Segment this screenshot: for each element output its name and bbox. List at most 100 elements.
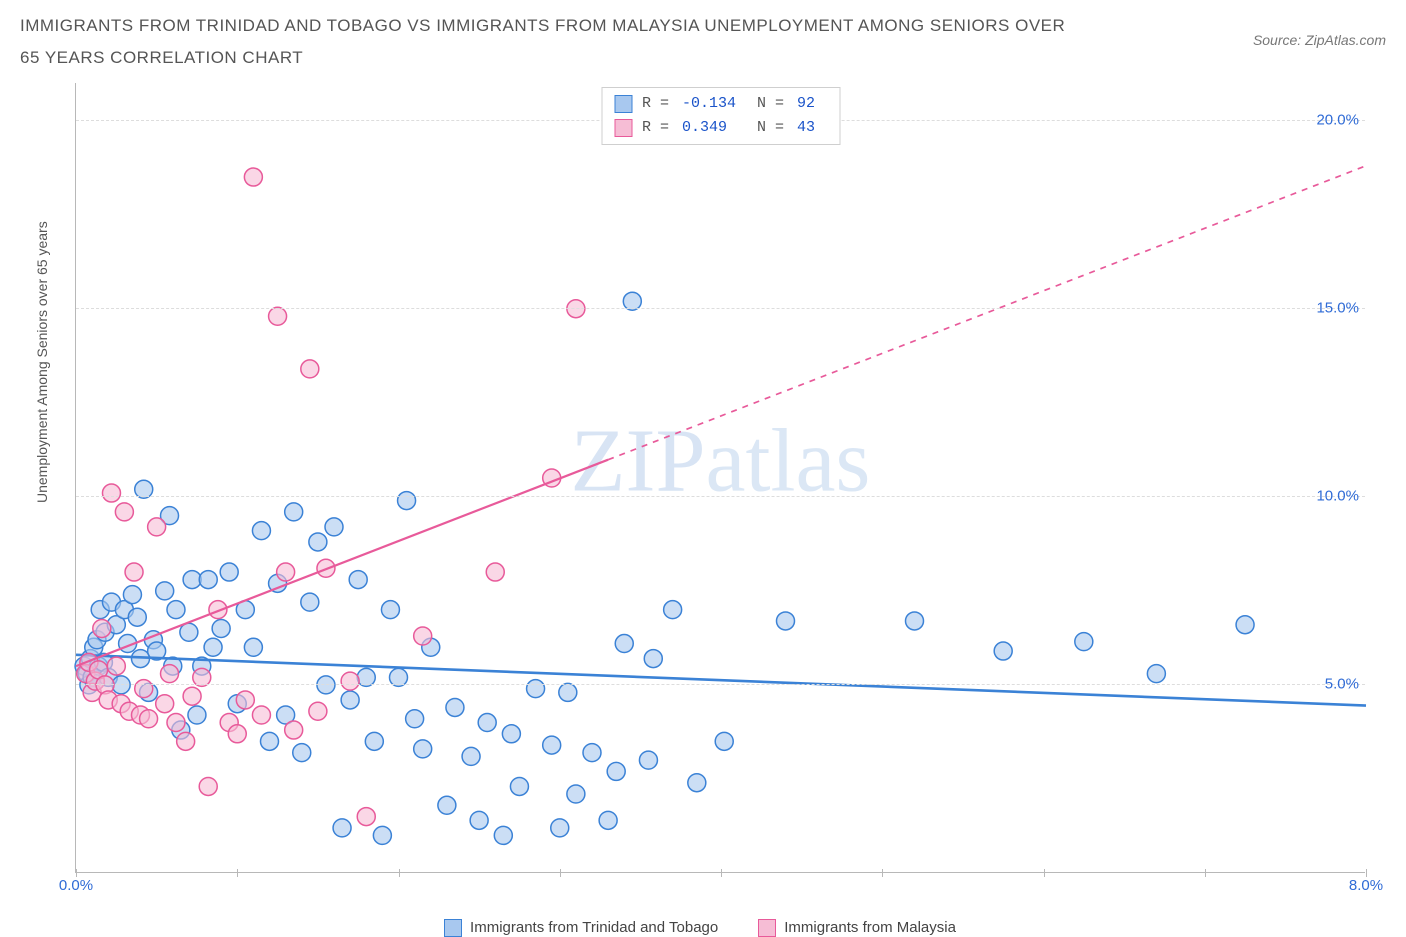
scatter-point xyxy=(325,517,343,535)
scatter-point xyxy=(994,642,1012,660)
scatter-point xyxy=(135,480,153,498)
scatter-point xyxy=(559,683,577,701)
y-axis-label: Unemployment Among Seniors over 65 years xyxy=(34,221,50,503)
chart-svg-layer xyxy=(76,83,1365,872)
source-name: ZipAtlas.com xyxy=(1305,32,1386,48)
n-value: 43 xyxy=(797,119,827,136)
n-label: N = xyxy=(757,95,787,112)
x-tick-mark xyxy=(237,869,238,877)
r-label: R = xyxy=(642,95,672,112)
x-tick-label: 0.0% xyxy=(59,877,93,894)
scatter-point xyxy=(107,657,125,675)
trend-line xyxy=(76,654,1366,705)
scatter-point xyxy=(470,811,488,829)
correlation-legend-row: R = 0.349 N = 43 xyxy=(614,116,827,140)
x-tick-mark xyxy=(721,869,722,877)
legend-label: Immigrants from Malaysia xyxy=(784,919,956,936)
x-tick-mark xyxy=(560,869,561,877)
scatter-point xyxy=(644,649,662,667)
scatter-point xyxy=(199,777,217,795)
scatter-point xyxy=(639,751,657,769)
correlation-legend: R = -0.134 N = 92 R = 0.349 N = 43 xyxy=(601,87,840,145)
scatter-point xyxy=(123,585,141,603)
n-value: 92 xyxy=(797,95,827,112)
scatter-point xyxy=(212,619,230,637)
scatter-point xyxy=(301,593,319,611)
scatter-point xyxy=(381,600,399,618)
scatter-point xyxy=(193,668,211,686)
scatter-point xyxy=(494,826,512,844)
y-tick-label: 20.0% xyxy=(1316,112,1359,129)
scatter-point xyxy=(373,826,391,844)
series-legend-item: Immigrants from Trinidad and Tobago xyxy=(444,919,718,937)
scatter-point xyxy=(398,491,416,509)
r-value: 0.349 xyxy=(682,119,747,136)
y-tick-label: 10.0% xyxy=(1316,488,1359,505)
series-legend-item: Immigrants from Malaysia xyxy=(758,919,956,937)
scatter-point xyxy=(293,743,311,761)
scatter-point xyxy=(183,570,201,588)
scatter-point xyxy=(390,668,408,686)
scatter-point xyxy=(228,724,246,742)
scatter-point xyxy=(1236,615,1254,633)
scatter-point xyxy=(269,307,287,325)
x-tick-label: 8.0% xyxy=(1349,877,1383,894)
scatter-point xyxy=(527,679,545,697)
grid-line xyxy=(76,496,1365,497)
scatter-point xyxy=(177,732,195,750)
chart-title: IMMIGRANTS FROM TRINIDAD AND TOBAGO VS I… xyxy=(20,10,1070,75)
scatter-point xyxy=(543,736,561,754)
legend-swatch xyxy=(614,95,632,113)
scatter-point xyxy=(715,732,733,750)
scatter-point xyxy=(462,747,480,765)
scatter-point xyxy=(599,811,617,829)
x-tick-mark xyxy=(882,869,883,877)
scatter-point xyxy=(261,732,279,750)
scatter-point xyxy=(478,713,496,731)
scatter-point xyxy=(301,359,319,377)
r-value: -0.134 xyxy=(682,95,747,112)
scatter-point xyxy=(102,484,120,502)
scatter-point xyxy=(664,600,682,618)
scatter-point xyxy=(125,563,143,581)
x-tick-mark xyxy=(1205,869,1206,877)
scatter-point xyxy=(357,807,375,825)
scatter-point xyxy=(365,732,383,750)
scatter-point xyxy=(115,502,133,520)
scatter-point xyxy=(309,702,327,720)
x-tick-mark xyxy=(399,869,400,877)
scatter-point xyxy=(140,709,158,727)
x-tick-mark xyxy=(1044,869,1045,877)
grid-line xyxy=(76,684,1365,685)
scatter-point xyxy=(567,785,585,803)
legend-swatch xyxy=(614,119,632,137)
legend-swatch xyxy=(444,919,462,937)
scatter-point xyxy=(285,502,303,520)
scatter-point xyxy=(349,570,367,588)
scatter-point xyxy=(252,521,270,539)
scatter-point xyxy=(167,600,185,618)
scatter-point xyxy=(414,739,432,757)
scatter-point xyxy=(252,706,270,724)
scatter-point xyxy=(277,563,295,581)
scatter-point xyxy=(341,672,359,690)
scatter-point xyxy=(551,818,569,836)
scatter-point xyxy=(148,517,166,535)
scatter-point xyxy=(777,612,795,630)
scatter-point xyxy=(486,563,504,581)
scatter-point xyxy=(244,638,262,656)
x-tick-mark xyxy=(76,869,77,877)
scatter-point xyxy=(128,608,146,626)
scatter-point xyxy=(309,533,327,551)
n-label: N = xyxy=(757,119,787,136)
series-legend: Immigrants from Trinidad and Tobago Immig… xyxy=(20,919,1380,937)
scatter-point xyxy=(510,777,528,795)
correlation-legend-row: R = -0.134 N = 92 xyxy=(614,92,827,116)
scatter-point xyxy=(135,679,153,697)
trend-line xyxy=(76,459,608,665)
trend-line-extrapolated xyxy=(608,165,1366,459)
source-attribution: Source: ZipAtlas.com xyxy=(1253,32,1386,48)
scatter-point xyxy=(414,627,432,645)
scatter-point xyxy=(1075,632,1093,650)
r-label: R = xyxy=(642,119,672,136)
